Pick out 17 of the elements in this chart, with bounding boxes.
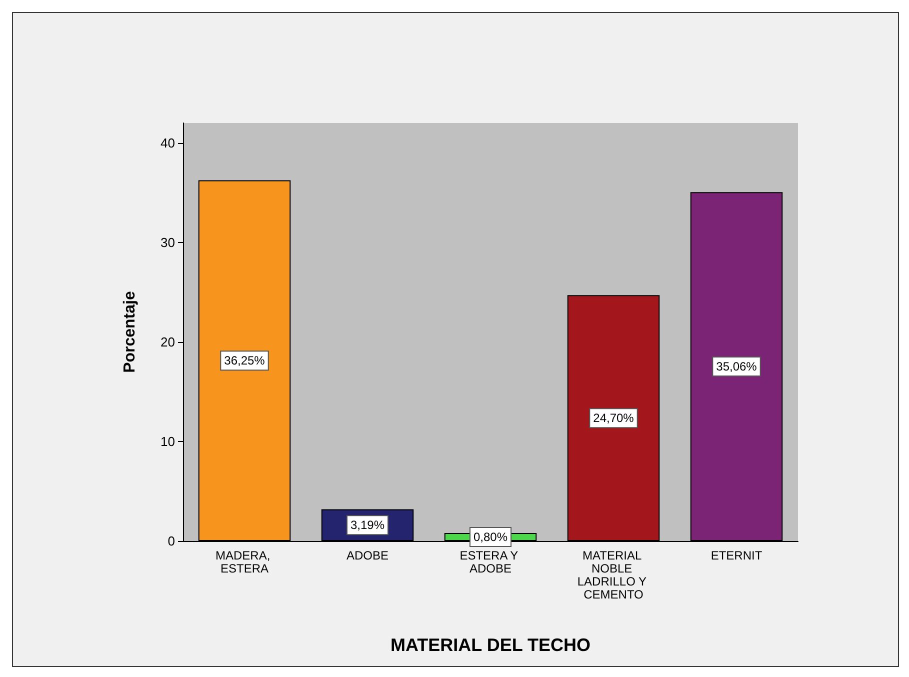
y-tick-label: 20 <box>160 334 175 350</box>
y-tick-label: 40 <box>160 135 175 150</box>
data-label: 36,25% <box>224 354 266 368</box>
y-axis-title: Porcentaje <box>122 290 138 373</box>
x-tick-label: MATERIAL NOBLE LADRILLO Y CEMENTO <box>577 548 650 602</box>
x-tick-label: ESTERA Y ADOBE <box>460 548 522 576</box>
x-axis-title: MATERIAL DEL TECHO <box>390 635 591 655</box>
x-tick-label: ADOBE <box>346 548 389 562</box>
y-tick-label: 30 <box>160 234 175 250</box>
data-label: 35,06% <box>716 360 758 374</box>
y-tick-label: 10 <box>160 434 175 449</box>
x-tick-label: ETERNIT <box>710 548 763 562</box>
data-label: 0,80% <box>473 530 508 544</box>
y-tick-label: 0 <box>168 534 175 548</box>
data-label: 24,70% <box>593 411 634 426</box>
x-tick-label: MADERA, ESTERA <box>215 548 274 576</box>
data-label: 3,19% <box>350 518 385 532</box>
